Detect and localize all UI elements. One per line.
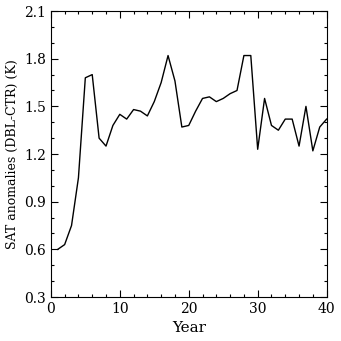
- X-axis label: Year: Year: [172, 322, 206, 336]
- Y-axis label: SAT anomalies (DBL-CTR) (K): SAT anomalies (DBL-CTR) (K): [5, 59, 18, 249]
